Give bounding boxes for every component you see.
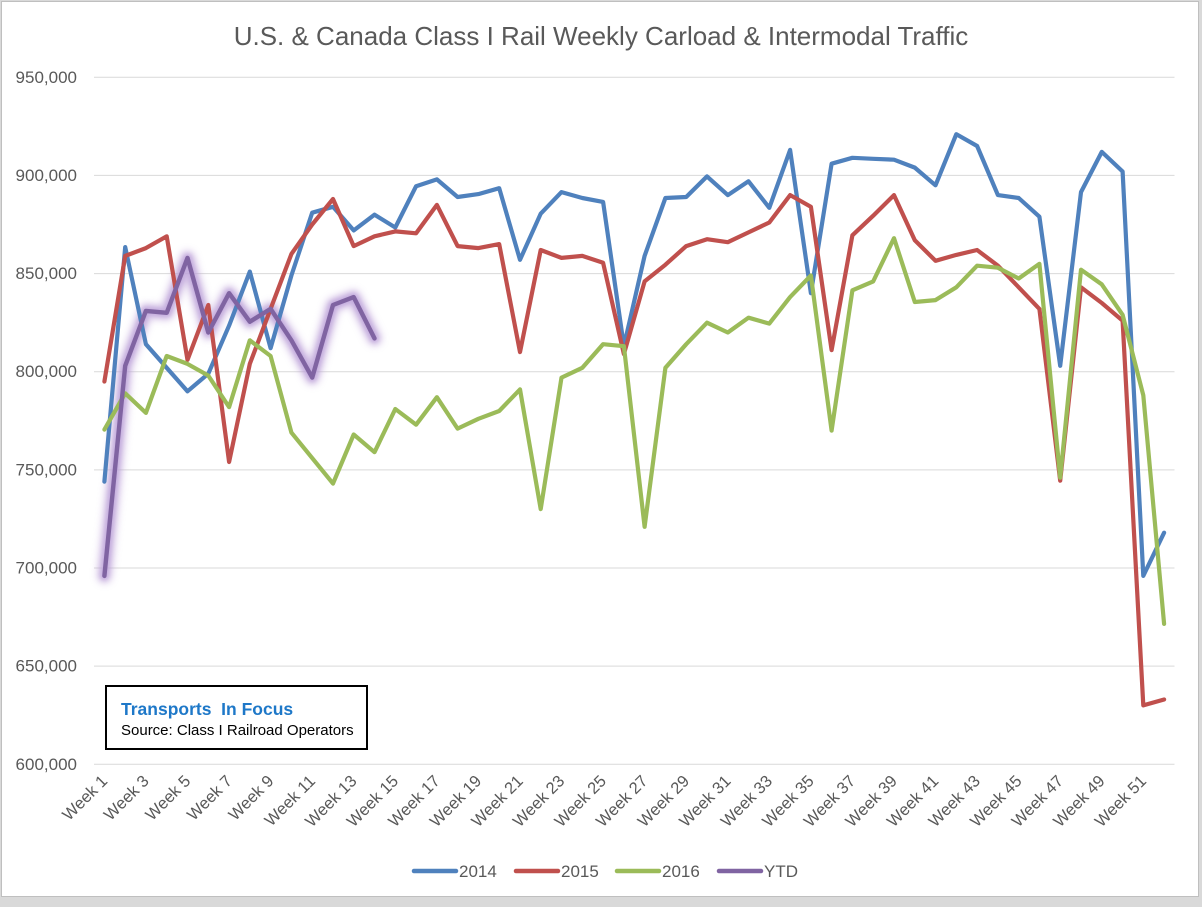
svg-text:YTD: YTD — [764, 862, 798, 881]
svg-text:Source: Class I Railroad Opera: Source: Class I Railroad Operators — [121, 722, 354, 739]
svg-text:750,000: 750,000 — [16, 460, 77, 479]
svg-text:Transports In Focus: Transports In Focus — [121, 699, 293, 719]
svg-text:2015: 2015 — [561, 862, 599, 881]
svg-text:2014: 2014 — [459, 862, 497, 881]
svg-text:900,000: 900,000 — [16, 166, 77, 185]
svg-text:950,000: 950,000 — [16, 68, 77, 87]
svg-text:2016: 2016 — [662, 862, 700, 881]
svg-text:700,000: 700,000 — [16, 559, 77, 578]
svg-text:650,000: 650,000 — [16, 657, 77, 676]
svg-text:800,000: 800,000 — [16, 362, 77, 381]
svg-text:U.S. & Canada Class I Rail Wee: U.S. & Canada Class I Rail Weekly Carloa… — [234, 21, 969, 51]
svg-text:600,000: 600,000 — [16, 755, 77, 774]
svg-text:850,000: 850,000 — [16, 264, 77, 283]
